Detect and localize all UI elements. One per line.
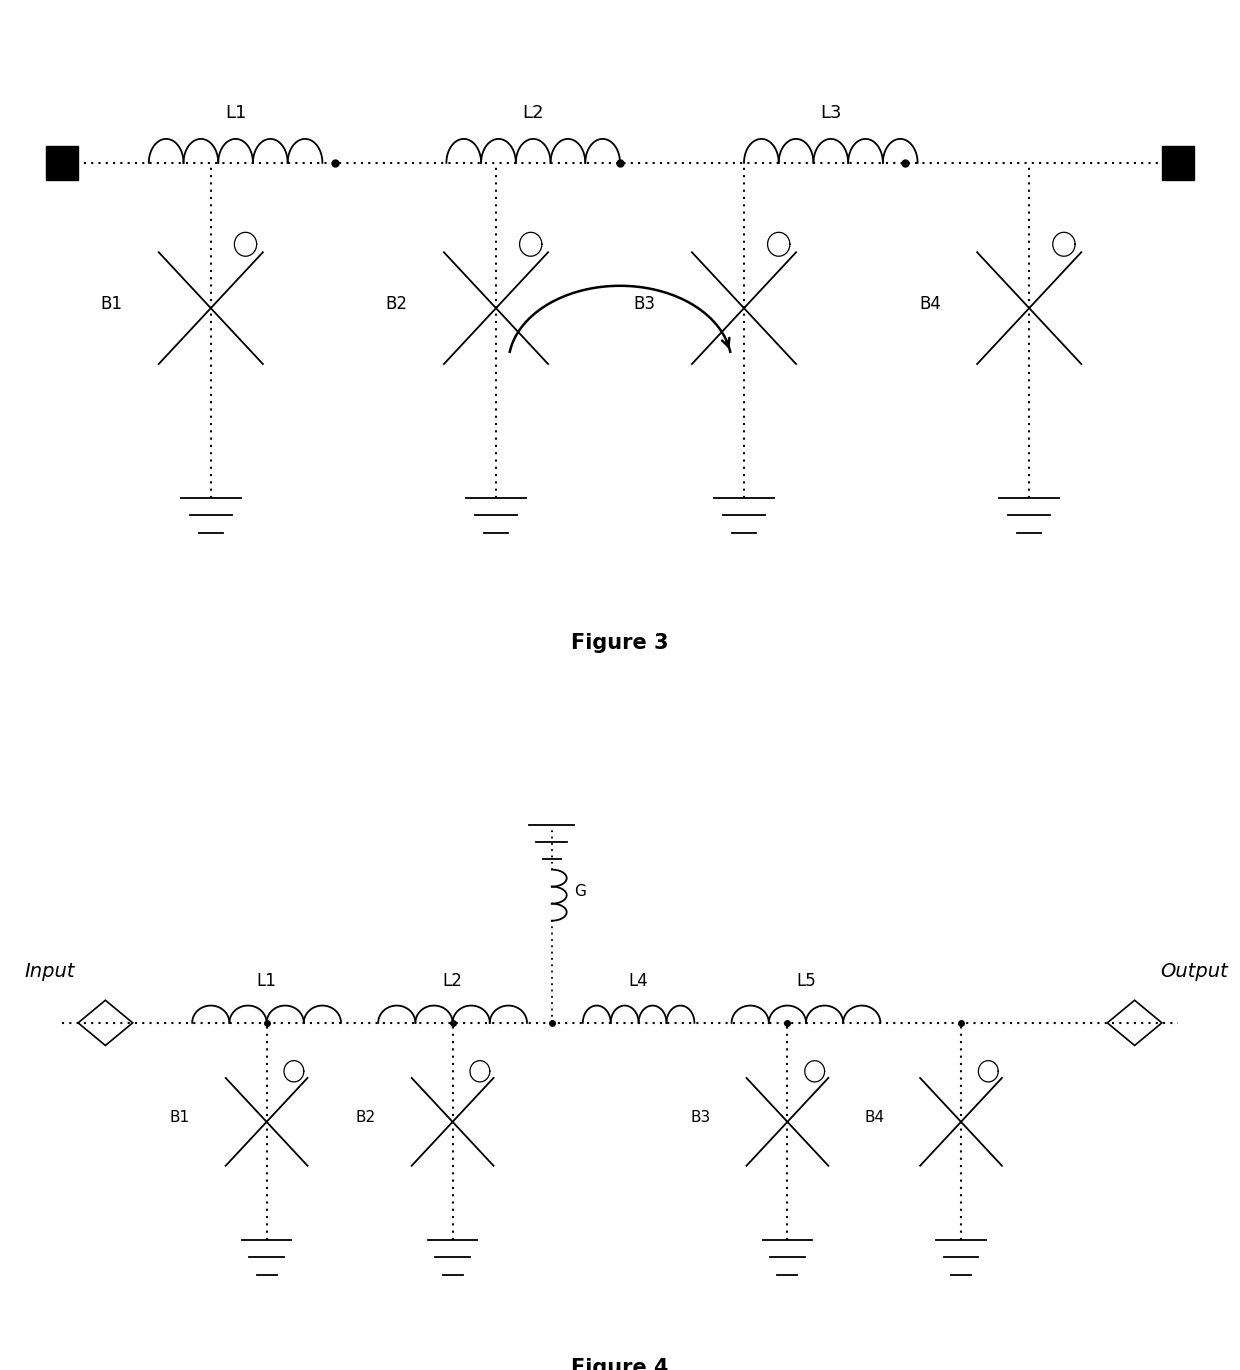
Text: L1: L1 bbox=[257, 973, 277, 991]
Text: Figure 4: Figure 4 bbox=[572, 1358, 668, 1370]
Text: L5: L5 bbox=[796, 973, 816, 991]
Text: B4: B4 bbox=[919, 295, 941, 314]
Text: B2: B2 bbox=[356, 1110, 376, 1125]
Text: B3: B3 bbox=[634, 295, 656, 314]
Text: Figure 3: Figure 3 bbox=[572, 633, 668, 653]
Text: Output: Output bbox=[1161, 962, 1228, 981]
Text: L2: L2 bbox=[522, 104, 544, 122]
Text: L2: L2 bbox=[443, 973, 463, 991]
Text: L1: L1 bbox=[224, 104, 247, 122]
Text: G: G bbox=[574, 885, 587, 900]
Polygon shape bbox=[1107, 1000, 1162, 1045]
Text: L3: L3 bbox=[820, 104, 842, 122]
Text: B1: B1 bbox=[170, 1110, 190, 1125]
Text: B3: B3 bbox=[691, 1110, 711, 1125]
Text: B1: B1 bbox=[100, 295, 123, 314]
Text: L4: L4 bbox=[629, 973, 649, 991]
Text: B4: B4 bbox=[864, 1110, 884, 1125]
Polygon shape bbox=[78, 1000, 133, 1045]
Polygon shape bbox=[1162, 145, 1194, 179]
Text: Input: Input bbox=[25, 962, 74, 981]
Text: B2: B2 bbox=[386, 295, 408, 314]
Polygon shape bbox=[46, 145, 78, 179]
